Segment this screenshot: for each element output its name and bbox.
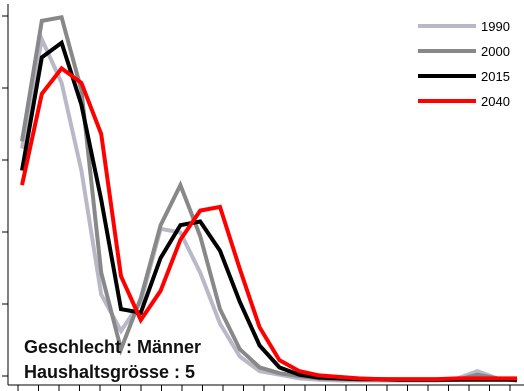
annotation-sex: Geschlecht : Männer xyxy=(24,337,201,357)
annotation-household-size: Haushaltsgrösse : 5 xyxy=(24,362,195,382)
axes xyxy=(2,4,524,391)
series-line-2040 xyxy=(20,65,517,382)
legend-label-2040: 2040 xyxy=(481,94,510,109)
legend-label-2000: 2000 xyxy=(481,44,510,59)
legend-label-1990: 1990 xyxy=(481,19,510,34)
series-line-2000 xyxy=(20,15,518,383)
legend-label-2015: 2015 xyxy=(481,69,510,84)
plot-lines xyxy=(20,15,518,383)
legend: 1990 2000 2015 2040 xyxy=(418,19,510,109)
